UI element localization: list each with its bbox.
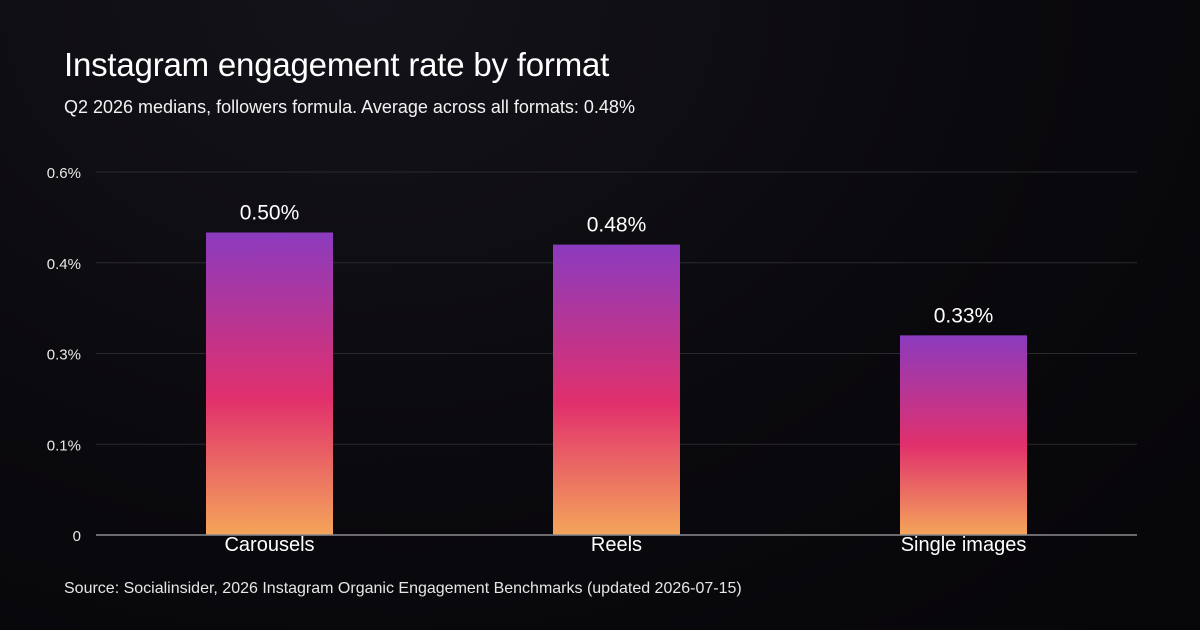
value-label: 0.33% — [934, 304, 994, 327]
chart-subtitle: Q2 2026 medians, followers formula. Aver… — [64, 97, 635, 117]
y-tick-label: 0.6% — [47, 165, 81, 182]
bar-carousels — [206, 232, 333, 535]
category-label: Carousels — [224, 534, 314, 556]
source-note: Source: Socialinsider, 2026 Instagram Or… — [64, 580, 742, 597]
y-tick-label: 0 — [73, 528, 81, 545]
value-label: 0.50% — [240, 202, 300, 225]
value-label: 0.48% — [587, 214, 647, 237]
y-tick-label: 0.4% — [47, 256, 81, 273]
category-label: Reels — [591, 534, 642, 556]
bar-single-images — [900, 335, 1027, 535]
bar-reels — [553, 244, 680, 535]
category-label: Single images — [901, 534, 1027, 556]
y-tick-label: 0.1% — [47, 437, 81, 454]
y-tick-label: 0.3% — [47, 347, 81, 364]
chart-title: Instagram engagement rate by format — [64, 46, 610, 83]
